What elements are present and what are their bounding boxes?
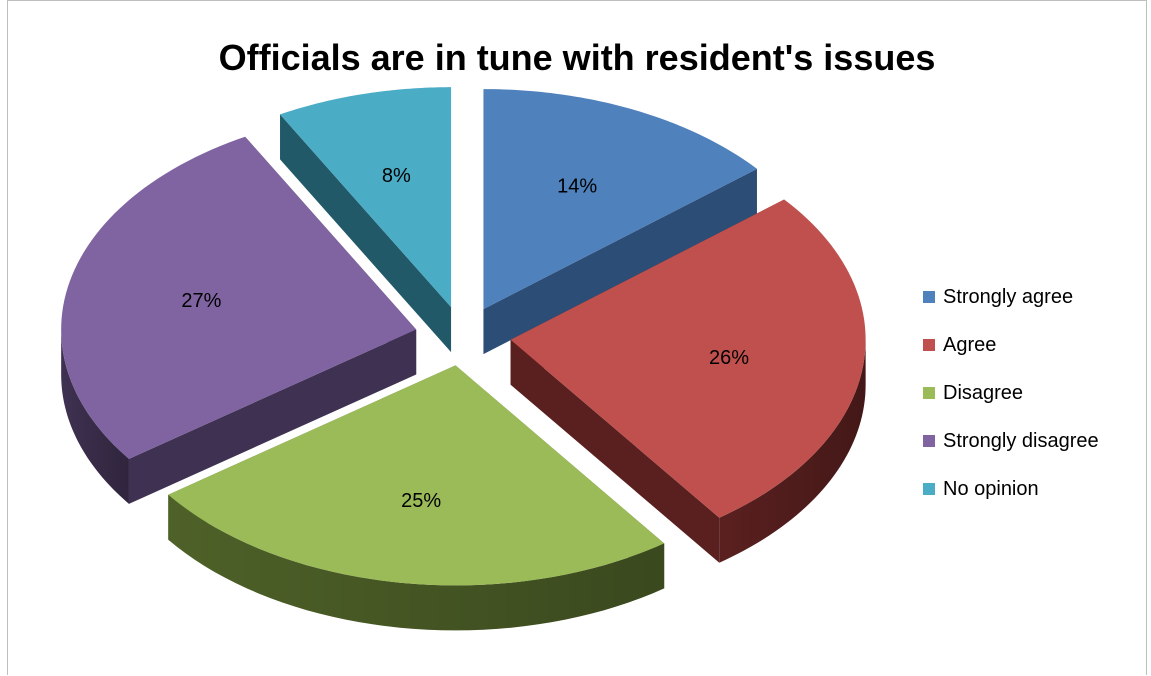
pie-slice-0: 14% <box>483 89 757 355</box>
legend-label: Strongly disagree <box>943 429 1099 452</box>
pie-slice-4: 8% <box>280 87 452 353</box>
pie-slice-2: 25% <box>168 365 665 631</box>
legend-swatch <box>923 291 935 303</box>
chart-area: Officials are in tune with resident's is… <box>7 0 1147 675</box>
data-label: 14% <box>557 176 597 198</box>
pie-chart: 8% 14% 27% 26% 25% <box>61 87 866 631</box>
legend-item-disagree: Disagree <box>923 369 1099 417</box>
pie-slice-top <box>61 136 417 459</box>
legend-item-strongly-agree: Strongly agree <box>923 273 1099 321</box>
pie-slice-top <box>280 87 452 308</box>
pie-slice-wall <box>510 339 720 563</box>
legend-swatch <box>923 435 935 447</box>
pie-slice-top <box>510 199 866 518</box>
data-label: 26% <box>709 347 749 369</box>
pie-slice-wall <box>483 168 757 355</box>
legend-item-no-opinion: No opinion <box>923 465 1099 513</box>
legend-swatch <box>923 387 935 399</box>
legend-label: Disagree <box>943 381 1024 404</box>
pie-slice-1: 26% <box>510 199 866 563</box>
legend-label: No opinion <box>943 477 1039 500</box>
data-label: 27% <box>181 290 221 312</box>
pie-slice-3: 27% <box>61 136 417 504</box>
legend-item-agree: Agree <box>923 321 1099 369</box>
chart-title: Officials are in tune with resident's is… <box>218 37 936 78</box>
pie-slice-rim-shade <box>168 494 665 631</box>
legend-label: Agree <box>943 333 997 356</box>
pie-slice-wall <box>128 329 417 504</box>
legend-label: Strongly agree <box>943 285 1074 308</box>
pie-slice-wall <box>280 114 452 353</box>
pie-slice-top <box>168 365 665 586</box>
pie-slice-top <box>483 89 757 310</box>
data-label: 8% <box>382 165 411 187</box>
legend-swatch <box>923 483 935 495</box>
legend-swatch <box>923 339 935 351</box>
chart-legend: Strongly agree Agree Disagree Strongly d… <box>923 273 1099 513</box>
pie-slice-rim-shade <box>719 339 866 563</box>
legend-item-strongly-disagree: Strongly disagree <box>923 417 1099 465</box>
pie-slice-rim-shade <box>61 329 129 504</box>
data-label: 25% <box>401 490 441 512</box>
